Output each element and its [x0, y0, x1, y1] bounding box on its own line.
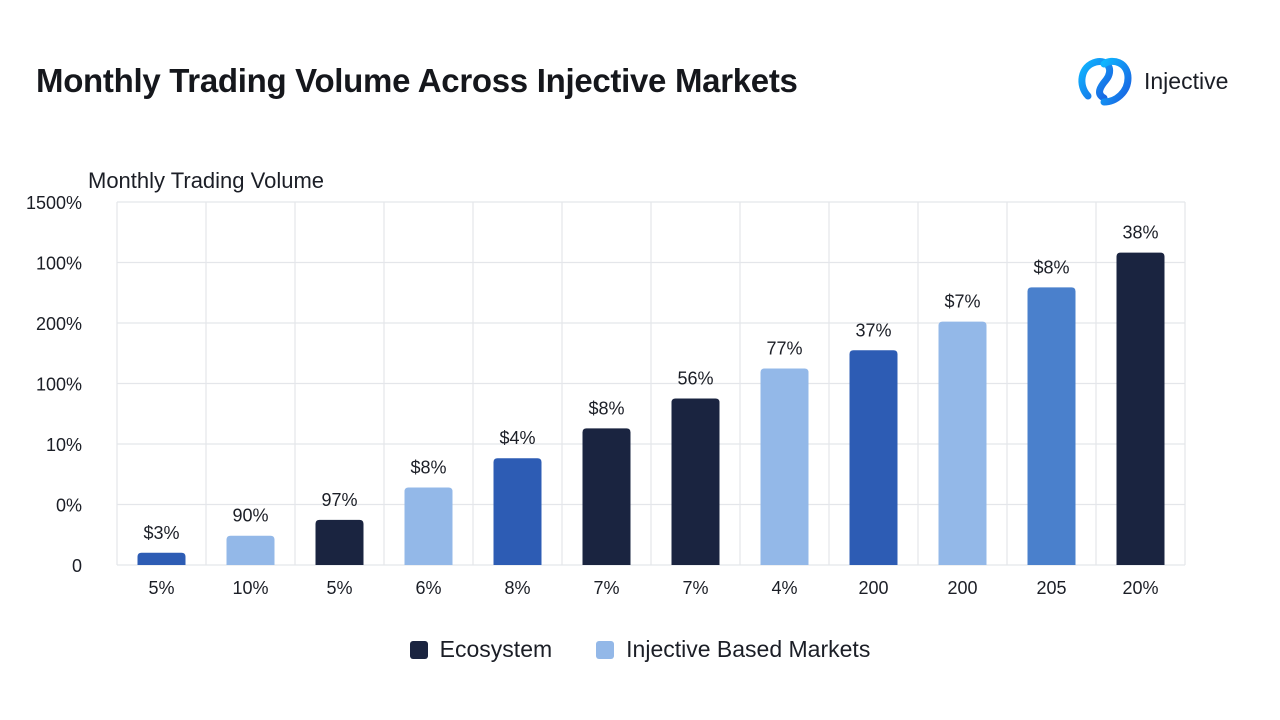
x-axis-ticks: 5% 10% 5% 6% 8% 7% 7% 4% 200 200 205 20%: [148, 578, 1158, 598]
x-tick-label: 8%: [504, 578, 530, 598]
bar: [582, 428, 631, 565]
bar: [849, 350, 898, 565]
bar: [938, 321, 987, 565]
x-tick-label: 7%: [682, 578, 708, 598]
chart-title: Monthly Trading Volume: [88, 168, 325, 193]
x-tick-label: 4%: [771, 578, 797, 598]
page-title: Monthly Trading Volume Across Injective …: [36, 62, 798, 99]
bar-data-labels: $3% 90% 97% $8% $4% $8% 56% 77% 37% $7% $8% 38%: [143, 223, 1158, 543]
x-tick-label: 205: [1036, 578, 1066, 598]
chart-legend: Ecosystem Injective Based Markets: [0, 636, 1280, 663]
bar-data-label: $8%: [1033, 257, 1069, 277]
bar: [404, 487, 453, 565]
bar: [493, 458, 542, 565]
bar-data-label: $3%: [143, 523, 179, 543]
brand-logo: Injective: [1074, 52, 1228, 110]
x-tick-label: 200: [947, 578, 977, 598]
legend-label-injective-based-markets: Injective Based Markets: [626, 636, 871, 662]
bar-data-label: $8%: [410, 458, 446, 478]
bar-data-label: 90%: [232, 506, 268, 526]
bar: [1027, 287, 1076, 565]
y-tick-label: 10%: [46, 435, 82, 455]
y-tick-label: 200%: [36, 314, 82, 334]
x-tick-label: 6%: [415, 578, 441, 598]
x-tick-label: 5%: [148, 578, 174, 598]
bar-data-label: 38%: [1122, 223, 1158, 243]
bar: [760, 368, 809, 565]
x-tick-label: 20%: [1122, 578, 1158, 598]
bar-data-label: 97%: [321, 490, 357, 510]
bar-data-label: $7%: [944, 292, 980, 312]
bars: [137, 252, 1165, 566]
brand-name: Injective: [1144, 67, 1229, 94]
y-tick-label: 1500%: [26, 193, 82, 213]
x-tick-label: 7%: [593, 578, 619, 598]
bar: [671, 398, 720, 565]
bar: [226, 535, 275, 565]
y-tick-label: 100%: [36, 254, 82, 274]
legend-swatch-ecosystem: [409, 640, 428, 659]
y-tick-label: 100%: [36, 375, 82, 395]
x-tick-label: 10%: [232, 578, 268, 598]
bar-data-label: 77%: [766, 339, 802, 359]
x-tick-label: 5%: [326, 578, 352, 598]
bar: [1116, 252, 1165, 566]
legend-item-ecosystem: Ecosystem: [409, 636, 553, 663]
y-tick-label: 0: [72, 556, 82, 576]
bar: [137, 552, 186, 565]
legend-label-ecosystem: Ecosystem: [439, 636, 553, 662]
legend-item-injective-based-markets: Injective Based Markets: [596, 636, 870, 663]
bar-data-label: $8%: [588, 398, 624, 418]
bar-data-label: $4%: [499, 428, 535, 448]
legend-swatch-injective-based-markets: [596, 640, 615, 659]
bar-data-label: 56%: [677, 368, 713, 388]
chart-grid: [116, 201, 1186, 566]
bar-data-label: 37%: [855, 320, 891, 340]
bar: [315, 519, 364, 565]
y-tick-label: 0%: [56, 496, 82, 516]
y-axis-ticks: 0 0% 10% 100% 200% 100% 1500%: [26, 193, 82, 576]
x-tick-label: 200: [858, 578, 888, 598]
injective-logo-icon: [1078, 57, 1132, 106]
